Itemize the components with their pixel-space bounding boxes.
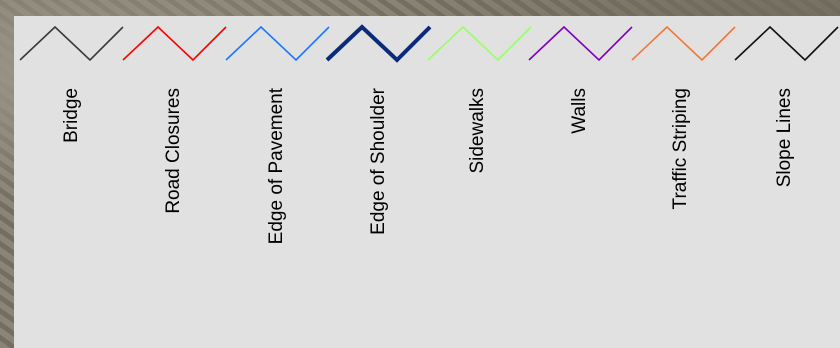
edge-of-shoulder-label: Edge of Shoulder (368, 88, 389, 235)
edge-of-shoulder-line-swatch (325, 24, 432, 63)
sidewalks-line-swatch (427, 25, 532, 62)
legend-panel (14, 16, 840, 348)
bridge-label: Bridge (61, 88, 82, 143)
slope-lines-line-swatch (734, 25, 839, 62)
traffic-striping-label: Traffic Striping (670, 88, 691, 210)
road-closures-line-swatch (122, 25, 227, 62)
walls-label: Walls (569, 88, 590, 134)
slope-lines-label: Slope Lines (774, 88, 795, 188)
walls-line-swatch (528, 25, 633, 62)
legend-swatches (19, 24, 839, 63)
edge-of-pavement-label: Edge of Pavement (266, 88, 287, 245)
traffic-striping-line-swatch (631, 25, 736, 62)
edge-of-pavement-line-swatch (225, 25, 330, 62)
road-closures-label: Road Closures (163, 88, 184, 214)
bridge-line-swatch (19, 25, 124, 62)
sidewalks-label: Sidewalks (467, 88, 488, 174)
